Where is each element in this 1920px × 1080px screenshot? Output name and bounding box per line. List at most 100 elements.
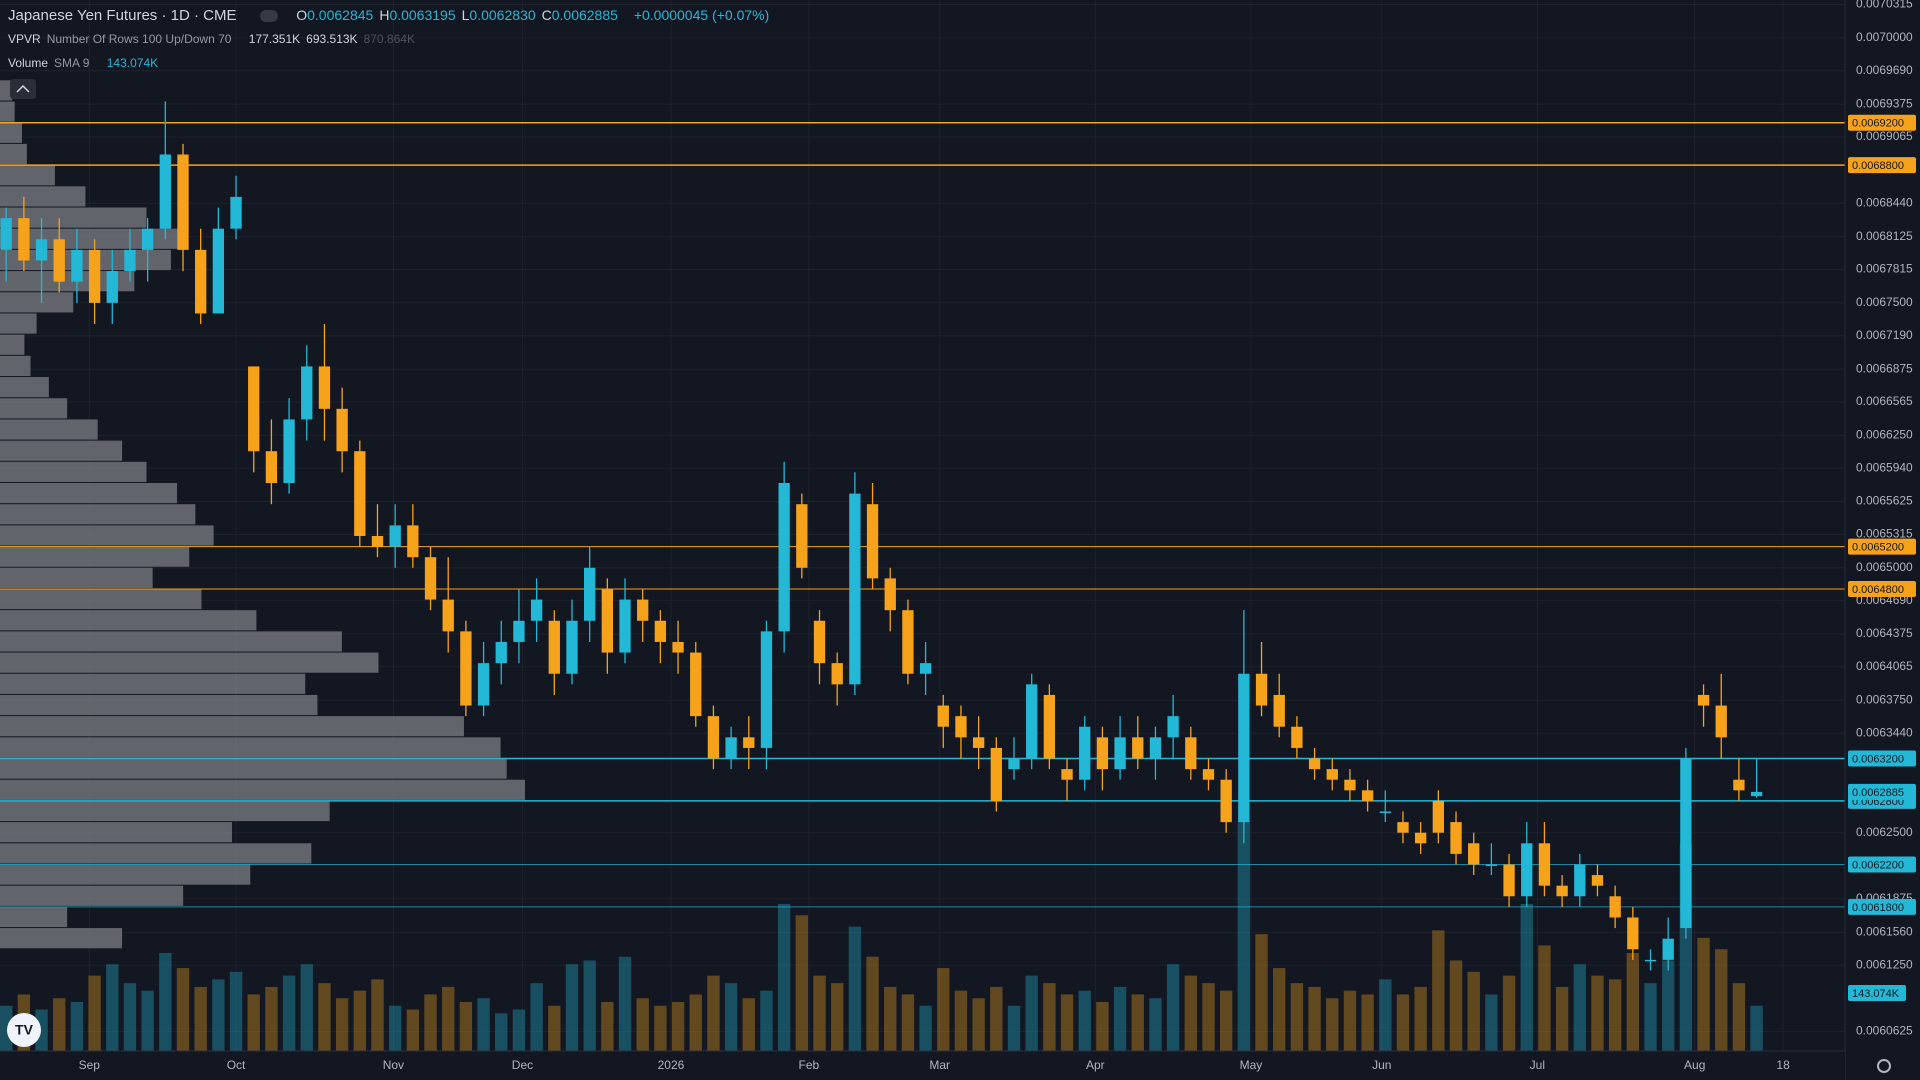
profile-row (0, 716, 464, 737)
candle-body (1574, 864, 1586, 897)
y-tick-label: 0.0070315 (1856, 0, 1913, 11)
y-tick-label: 0.0062500 (1856, 825, 1913, 839)
x-tick-label: Oct (227, 1058, 246, 1072)
candle-body (778, 483, 790, 632)
volume-tag-label: 143.074K (1852, 988, 1900, 1000)
candle-body (1043, 694, 1056, 759)
profile-row (0, 122, 22, 143)
axes: 0.0070315 0.0070000 0.0069690 0.0069375 0.00… (79, 0, 1916, 1072)
volume-bar (1732, 983, 1746, 1051)
profile-row (0, 864, 251, 885)
candle-body (1061, 769, 1073, 780)
profile-row (0, 334, 25, 355)
y-tick-label: 0.0066250 (1856, 427, 1913, 441)
candle-body (1432, 800, 1444, 833)
candle-body (1238, 673, 1250, 823)
profile-row (0, 779, 525, 800)
level-label: 0.0062200 (1852, 859, 1904, 871)
levels (0, 121, 1845, 908)
candle-body (1255, 673, 1268, 706)
eye-button[interactable] (260, 10, 279, 23)
x-tick-label: Dec (512, 1058, 533, 1072)
candle-body (1503, 864, 1515, 897)
profile-row (0, 546, 190, 567)
candle-body (902, 610, 914, 674)
candle-body (195, 249, 207, 314)
profile-row (0, 101, 15, 122)
collapse-button[interactable] (10, 79, 36, 99)
x-tick-label: Jun (1372, 1058, 1391, 1072)
candle-body (1662, 938, 1674, 960)
volume-tag (1848, 985, 1906, 1001)
candle-body (566, 620, 578, 674)
candle-body (1521, 843, 1533, 897)
volume-bar (335, 998, 349, 1051)
volume-bar (760, 990, 773, 1051)
volume-bar (1608, 979, 1622, 1051)
volume-bar (618, 956, 632, 1051)
y-tick-label: 0.0061560 (1856, 924, 1913, 938)
tv-logo[interactable]: TV (7, 1013, 41, 1047)
volume-bar (1202, 983, 1215, 1051)
candle-body (1750, 791, 1763, 797)
volume-bar (212, 979, 225, 1051)
candle-body (884, 578, 896, 611)
volume-bar (777, 903, 791, 1051)
profile-row (0, 652, 379, 673)
volume-bar (866, 956, 879, 1051)
x-tick-label: Nov (383, 1058, 404, 1072)
y-tick-label: 0.0065625 (1856, 494, 1913, 508)
profile-row (0, 610, 257, 631)
volume-bar (424, 994, 437, 1051)
volume-bar (530, 983, 543, 1051)
volume-bar (954, 990, 968, 1051)
y-tick-label: 0.0067500 (1856, 295, 1913, 309)
ohlc: O0.0062845 H0.0063195 L0.0062830 C0.0062885 (296, 7, 624, 23)
candle-body (637, 599, 649, 621)
candle-body (672, 641, 684, 653)
volume-bar (1591, 975, 1604, 1051)
candle-body (407, 525, 419, 558)
volume-bar (1697, 937, 1710, 1051)
candle-body (548, 620, 560, 674)
candle-body (354, 451, 366, 536)
y-tick-label: 0.0069065 (1856, 129, 1913, 143)
settings-button[interactable] (1877, 1059, 1891, 1073)
x-tick-label: 2026 (658, 1058, 685, 1072)
candle-body (1450, 822, 1462, 854)
y-tick-label: 0.0069375 (1856, 96, 1913, 110)
svg-text:TV: TV (15, 1022, 34, 1038)
candle-body (1273, 694, 1285, 727)
ohlc-key: O (296, 7, 308, 23)
volume-bar (990, 986, 1003, 1051)
profile-row (0, 694, 318, 716)
level-label: 0.0065200 (1852, 541, 1904, 553)
y-tick-label: 0.0065315 (1856, 527, 1913, 541)
candle-body (389, 525, 401, 547)
volume-bar (1308, 986, 1321, 1051)
candle-body (530, 599, 543, 621)
grid (0, 0, 1845, 1051)
volume-bar (442, 986, 455, 1051)
volume-bar (1219, 990, 1233, 1051)
volume-bar (1555, 986, 1569, 1051)
candle-body (336, 408, 348, 452)
candle-body (1468, 843, 1480, 865)
candle-body (1415, 832, 1427, 844)
candle-body (124, 249, 136, 272)
candle-body (796, 504, 808, 568)
profile-row (0, 673, 306, 694)
volume-bar (1432, 930, 1445, 1051)
candle-body (265, 451, 278, 484)
candle-body (1132, 737, 1144, 759)
volume-bar (707, 975, 720, 1051)
candle-body (760, 631, 773, 748)
candle-body (230, 196, 242, 229)
volume-bar (831, 983, 844, 1051)
profile-row (0, 80, 13, 101)
volume-bar (1007, 1005, 1021, 1051)
candle-body (1185, 737, 1197, 770)
candle-body (141, 228, 154, 250)
candle-body (1291, 726, 1303, 748)
